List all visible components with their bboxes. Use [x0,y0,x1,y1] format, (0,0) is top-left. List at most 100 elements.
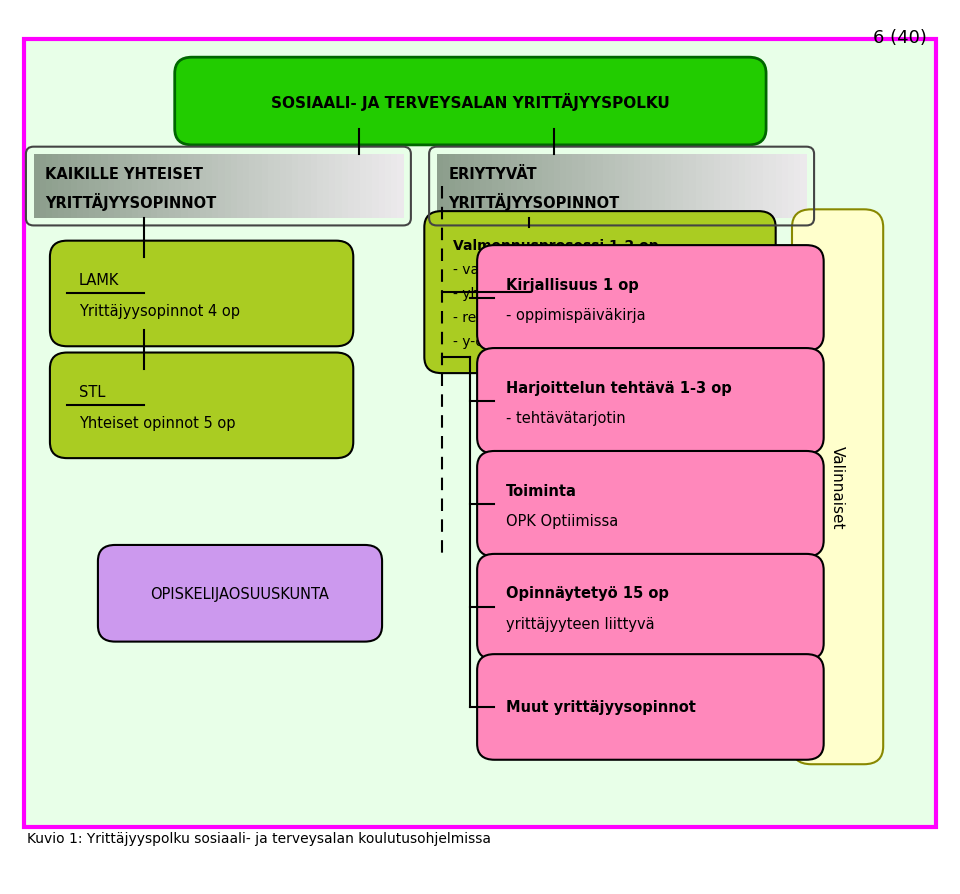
Bar [292,155,300,219]
Bar [243,155,251,219]
Bar [354,155,361,219]
Bar [268,155,275,219]
Bar [230,155,238,219]
FancyBboxPatch shape [792,210,883,764]
Bar [378,155,386,219]
Bar [274,155,281,219]
Bar [280,155,287,219]
Bar [181,155,188,219]
Bar [714,155,721,219]
Bar [77,155,84,219]
Text: Yrittäjyysopinnot 4 op: Yrittäjyysopinnot 4 op [79,303,240,318]
Bar [486,155,493,219]
Bar [621,155,629,219]
Bar [286,155,294,219]
FancyBboxPatch shape [175,58,766,146]
Bar [708,155,715,219]
Text: Valinnaiset: Valinnaiset [830,445,845,529]
Bar [138,155,145,219]
Text: Kirjallisuus 1 op: Kirjallisuus 1 op [506,277,638,292]
Bar [702,155,708,219]
Bar [579,155,586,219]
Bar [505,155,512,219]
Text: OPK Optiimissa: OPK Optiimissa [506,513,618,528]
Bar [511,155,517,219]
Bar [541,155,549,219]
FancyBboxPatch shape [477,349,824,454]
Bar [95,155,103,219]
Bar [317,155,324,219]
Bar [83,155,90,219]
Bar [677,155,684,219]
Bar [39,155,47,219]
Bar [727,155,733,219]
Bar [788,155,795,219]
Bar [360,155,367,219]
Bar [751,155,758,219]
Bar [176,155,182,219]
Bar [443,155,450,219]
Bar [187,155,195,219]
Bar [516,155,524,219]
Bar [801,155,807,219]
Bar [684,155,690,219]
Bar [455,155,463,219]
Bar [52,155,60,219]
Text: OPISKELIJAOSUUSKUNTA: OPISKELIJAOSUUSKUNTA [151,586,329,601]
Bar [468,155,474,219]
Bar [640,155,647,219]
Bar [770,155,777,219]
Text: SOSIAALI- JA TERVEYSALAN YRITTÄJYYSPOLKU: SOSIAALI- JA TERVEYSALAN YRITTÄJYYSPOLKU [271,93,670,111]
Text: LAMK: LAMK [79,273,119,288]
Bar [397,155,404,219]
Bar [372,155,379,219]
Bar [776,155,782,219]
Text: Toiminta: Toiminta [506,483,577,498]
Text: YRITTÄJYYSOPINNOT: YRITTÄJYYSOPINNOT [45,192,216,211]
Bar [46,155,53,219]
Bar [102,155,108,219]
Bar [206,155,213,219]
Text: Kuvio 1: Yrittäjyyspolku sosiaali- ja terveysalan koulutusohjelmissa: Kuvio 1: Yrittäjyyspolku sosiaali- ja te… [27,831,491,845]
Bar [225,155,231,219]
Bar [71,155,78,219]
Bar [566,155,573,219]
Bar [391,155,398,219]
Bar [200,155,207,219]
Bar [695,155,703,219]
Bar [554,155,561,219]
Bar [671,155,678,219]
Bar [385,155,392,219]
Bar [597,155,604,219]
Bar [163,155,170,219]
Bar [324,155,330,219]
FancyBboxPatch shape [50,353,353,459]
FancyBboxPatch shape [98,545,382,642]
Text: Muut yrittäjyysopinnot: Muut yrittäjyysopinnot [506,700,696,714]
Bar [590,155,598,219]
Bar [634,155,641,219]
Text: Valmennusprosessi 1-2 op: Valmennusprosessi 1-2 op [453,239,659,253]
Bar [720,155,728,219]
Bar [255,155,262,219]
Bar [367,155,373,219]
Bar [126,155,133,219]
Bar [342,155,348,219]
Bar [523,155,530,219]
Text: - tehtävätarjotin: - tehtävätarjotin [506,410,626,426]
FancyBboxPatch shape [477,451,824,557]
FancyBboxPatch shape [477,246,824,351]
Bar [237,155,244,219]
Bar [250,155,256,219]
Bar [64,155,71,219]
Bar [108,155,114,219]
Bar [132,155,139,219]
Text: Harjoittelun tehtävä 1-3 op: Harjoittelun tehtävä 1-3 op [506,380,732,395]
Bar [689,155,697,219]
Bar [529,155,537,219]
Bar [745,155,752,219]
Bar [757,155,764,219]
Bar [628,155,635,219]
Bar [794,155,802,219]
Bar [151,155,157,219]
